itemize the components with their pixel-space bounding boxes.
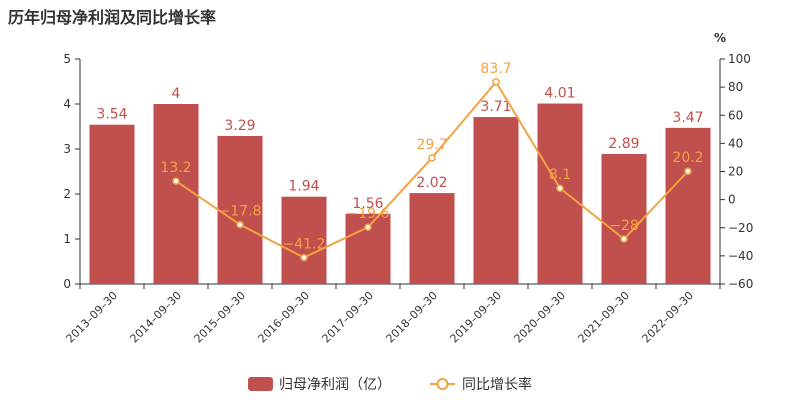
left-tick-label: 1	[63, 232, 71, 246]
line-data-label: −19.6	[347, 206, 390, 222]
line-data-label: 20.2	[672, 150, 703, 166]
x-tick-label: 2019–09–30	[448, 289, 505, 346]
growth-point	[492, 78, 500, 86]
bar	[473, 117, 519, 284]
line-data-label: 8.1	[549, 167, 571, 183]
growth-point	[236, 220, 244, 229]
x-tick-label: 2018–09–30	[384, 289, 441, 346]
bar-data-label: 4.01	[544, 86, 575, 102]
bar	[153, 104, 199, 284]
bar-data-label: 3.47	[672, 110, 703, 126]
x-tick-label: 2022–09–30	[640, 289, 697, 346]
bar	[217, 135, 263, 284]
x-tick-label: 2015–09–30	[192, 289, 249, 346]
right-tick-label: −60	[728, 277, 753, 291]
legend-label-profit: 归母净利润（亿）	[279, 376, 391, 393]
right-tick-label: 0	[728, 193, 736, 207]
bar	[281, 196, 327, 284]
growth-point	[684, 167, 692, 175]
growth-point	[364, 223, 372, 231]
line-data-label: −41.2	[283, 237, 326, 253]
line-data-label: −17.8	[219, 204, 262, 220]
bar	[409, 193, 455, 284]
right-tick-label: 40	[728, 136, 743, 150]
x-tick-label: 2017–09–30	[320, 289, 377, 346]
left-tick-label: 5	[63, 52, 71, 66]
growth-point	[172, 177, 180, 185]
bar	[665, 127, 711, 284]
bar-data-label: 1.94	[288, 179, 319, 195]
legend-label-growth: 同比增长率	[462, 376, 532, 393]
x-tick-label: 2016–09–30	[256, 289, 313, 346]
right-tick-label: −40	[728, 249, 753, 263]
bar-data-label: 1.56	[352, 196, 383, 212]
right-tick-label: 80	[728, 80, 743, 94]
bar-data-label: 3.71	[480, 99, 511, 115]
legend-bar-swatch	[248, 377, 273, 391]
line-data-label: 13.2	[160, 160, 191, 176]
bar	[601, 153, 647, 284]
x-tick-label: 2013–09–30	[64, 289, 121, 346]
left-tick-label: 0	[63, 277, 71, 291]
right-tick-label: 60	[728, 108, 743, 122]
right-tick-label: 20	[728, 165, 743, 179]
bar-data-label: 2.02	[416, 175, 447, 191]
x-tick-label: 2021–09–30	[576, 289, 633, 346]
bar	[537, 103, 583, 284]
line-data-label: 29.7	[416, 137, 447, 153]
bar-data-label: 3.29	[224, 118, 255, 134]
legend-line-marker	[436, 378, 449, 390]
line-data-label: −28	[609, 218, 639, 234]
growth-point	[300, 253, 308, 262]
x-tick-label: 2014–09–30	[128, 289, 185, 346]
bar-data-label: 4	[172, 86, 181, 102]
growth-point	[428, 154, 436, 162]
line-data-label: 83.7	[480, 61, 511, 77]
left-tick-label: 3	[63, 142, 71, 156]
right-axis-unit: %	[714, 31, 726, 45]
bar-data-label: 3.54	[96, 107, 127, 123]
x-tick-label: 2020–09–30	[512, 289, 569, 346]
left-tick-label: 4	[63, 97, 71, 111]
growth-point	[620, 235, 628, 243]
right-tick-label: −20	[728, 221, 753, 235]
chart-title: 历年归母净利润及同比增长率	[8, 8, 217, 27]
growth-point	[556, 184, 564, 192]
bar-data-label: 2.89	[608, 136, 639, 152]
right-tick-label: 100	[728, 52, 751, 66]
left-tick-label: 2	[63, 187, 71, 201]
bar	[89, 124, 135, 284]
